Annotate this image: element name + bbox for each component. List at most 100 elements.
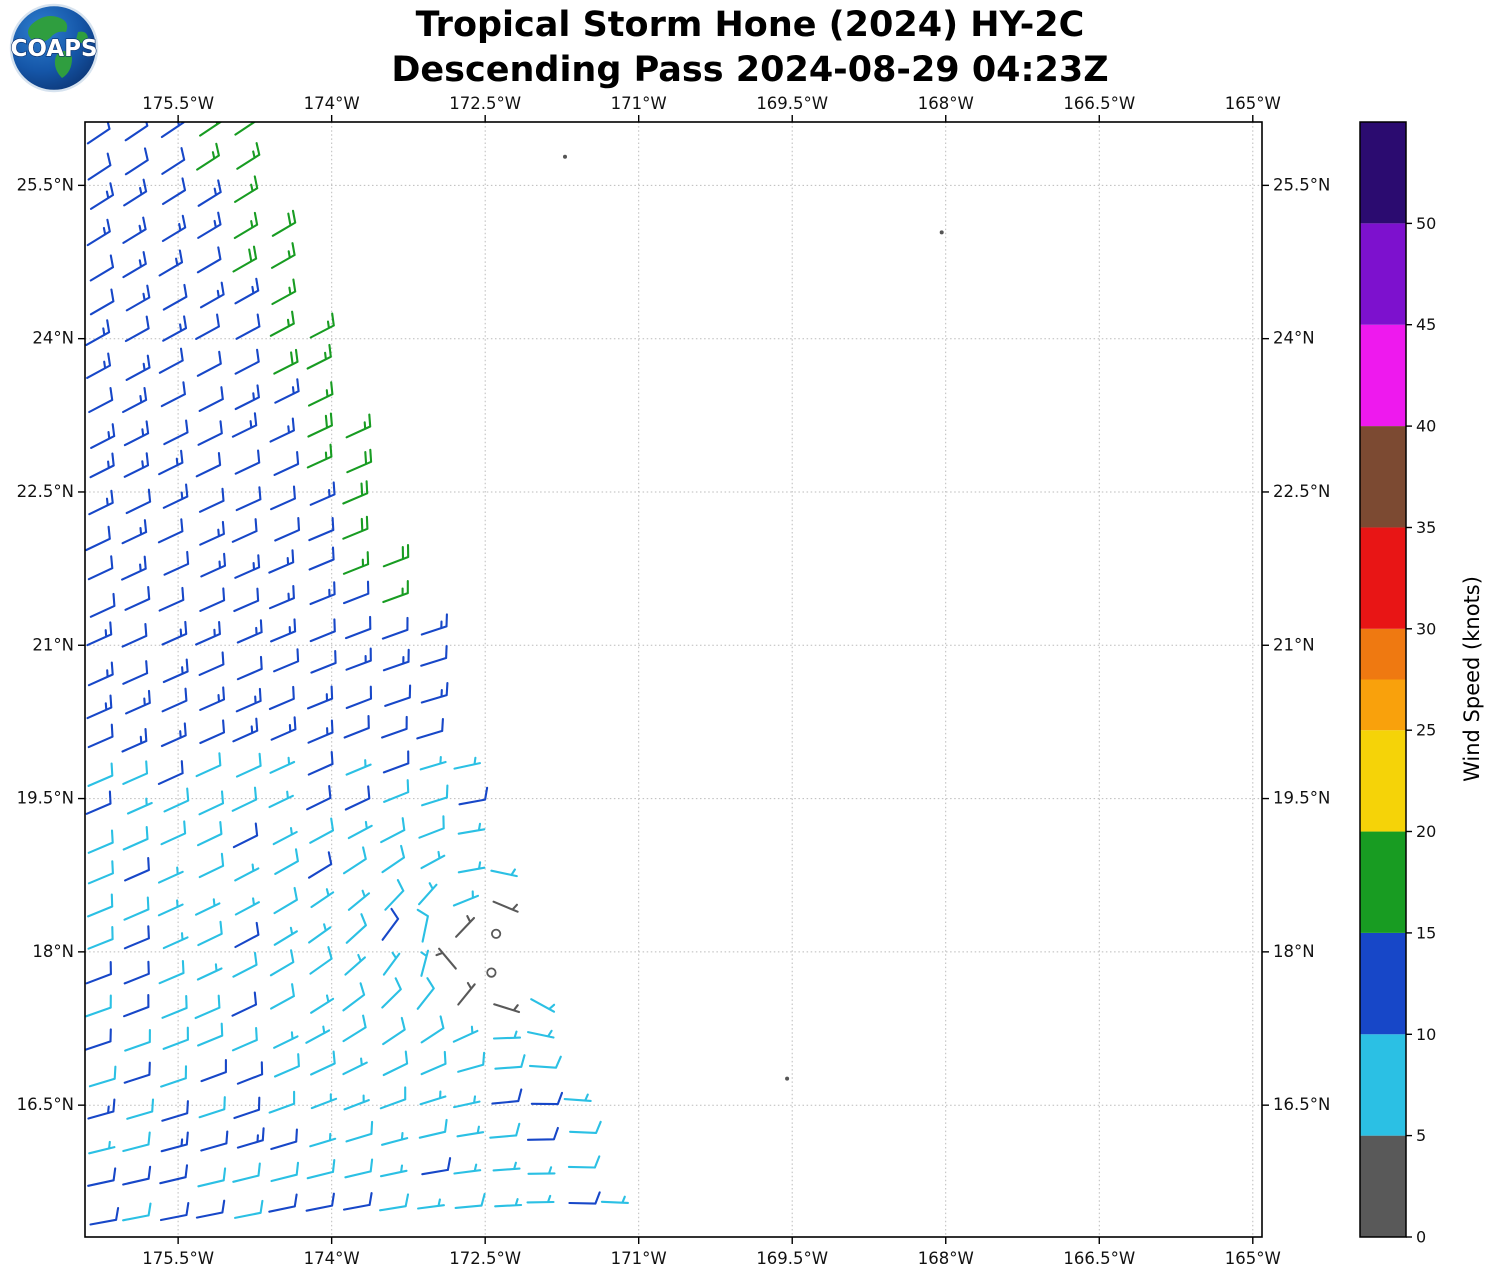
wind-barb	[273, 348, 299, 375]
wind-barb	[234, 863, 260, 882]
y-tick-label-right: 25.5°N	[1273, 175, 1330, 194]
wind-barb	[162, 315, 188, 342]
wind-barb	[122, 660, 149, 685]
wind-barb	[381, 907, 400, 941]
wind-barb	[420, 613, 448, 636]
wind-barb	[458, 786, 489, 806]
wind-barb	[162, 658, 189, 684]
wind-barb	[234, 277, 260, 305]
wind-barb	[86, 218, 111, 247]
wind-barb	[198, 852, 225, 879]
wind-barb	[195, 621, 221, 646]
wind-barb	[457, 822, 486, 835]
wind-barb	[161, 687, 188, 713]
wind-barb	[126, 1098, 155, 1120]
wind-barb	[125, 354, 151, 381]
wind-barb	[122, 1202, 152, 1222]
wind-barb	[86, 122, 111, 145]
wind-barb	[88, 386, 114, 414]
wind-barb	[269, 756, 296, 774]
wind-barb	[85, 319, 111, 346]
wind-barb	[270, 983, 295, 1010]
wind-barb	[416, 977, 435, 1010]
y-tick-label-right: 22.5°N	[1273, 482, 1330, 501]
colorbar-segment	[1360, 426, 1406, 528]
wind-barb	[87, 926, 114, 950]
colorbar-segment	[1360, 831, 1406, 933]
wind-barb	[308, 516, 335, 542]
wind-barb	[309, 312, 335, 339]
wind-barb	[87, 661, 114, 687]
wind-barb	[195, 313, 220, 340]
y-tick-label-left: 21°N	[32, 635, 74, 654]
wind-barb	[85, 961, 112, 985]
wind-barb	[305, 1192, 335, 1212]
colorbar-tick-label: 25	[1416, 721, 1436, 740]
colorbar: 0 5 10 15 20 25 30 35 40 45 50	[1359, 121, 1436, 1247]
wind-barb	[232, 822, 259, 849]
wind-barb	[309, 581, 336, 606]
wind-barb	[196, 350, 222, 377]
wind-barb	[123, 452, 150, 478]
calm-wind-circle	[486, 967, 497, 978]
wind-barb	[122, 760, 149, 785]
wind-barb	[273, 1031, 299, 1049]
wind-barb	[158, 586, 185, 612]
wind-barb	[310, 1093, 338, 1110]
wind-barb	[89, 1206, 120, 1226]
wind-barb	[199, 719, 226, 745]
wind-barb	[420, 682, 449, 704]
wind-barb	[380, 817, 406, 844]
wind-barb	[421, 784, 449, 807]
colorbar-segment	[1360, 628, 1406, 680]
wind-barb	[198, 651, 225, 676]
wind-barb	[158, 347, 184, 374]
wind-barb	[234, 897, 260, 916]
wind-barb	[87, 1098, 116, 1120]
wind-barb	[236, 1127, 265, 1149]
wind-barb	[87, 860, 114, 885]
wind-barb	[273, 1053, 300, 1078]
wind-barb	[268, 1090, 296, 1114]
wind-barb	[306, 443, 333, 469]
x-tick-label-top: 174°W	[304, 94, 360, 113]
wind-barb	[492, 1030, 522, 1040]
wind-barb	[421, 1157, 452, 1176]
x-tick-label-top: 166.5°W	[1063, 94, 1135, 113]
wind-barb	[161, 1100, 189, 1122]
colorbar-tick-label: 10	[1416, 1025, 1436, 1044]
wind-barb	[345, 413, 372, 439]
wind-barb	[420, 949, 430, 977]
x-tick-label-bottom: 165°W	[1225, 1249, 1281, 1264]
wind-barb	[568, 1191, 601, 1205]
colorbar-tick-label: 20	[1416, 822, 1436, 841]
wind-barb	[89, 182, 115, 210]
wind-barb	[89, 452, 115, 479]
wind-barb	[196, 820, 223, 847]
wind-barb	[420, 850, 446, 870]
wind-barb	[124, 147, 149, 176]
wind-barb	[270, 618, 297, 643]
x-tick-label-bottom: 168°W	[918, 1249, 974, 1264]
plot-border	[84, 121, 1263, 1238]
wind-barb	[160, 820, 187, 846]
grid-layer	[85, 122, 1262, 1237]
wind-barb	[195, 752, 222, 778]
wind-barb	[454, 1192, 486, 1209]
coaps-logo: COAPS	[9, 3, 99, 93]
wind-barb	[194, 898, 221, 916]
wind-barb	[87, 723, 114, 749]
wind-barb	[310, 1050, 336, 1076]
wind-barb	[197, 179, 222, 207]
wind-barb	[342, 480, 369, 505]
figure-title-line1: Tropical Storm Hone (2024) HY-2C	[415, 5, 1085, 45]
wind-barb	[342, 551, 370, 575]
wind-barb	[162, 932, 189, 950]
wind-barb	[196, 142, 220, 171]
colorbar-axis-label: Wind Speed (knots)	[1460, 576, 1484, 782]
wind-barb	[85, 525, 111, 552]
x-tick-label-bottom: 172.5°W	[449, 1249, 521, 1264]
colorbar-tick-label: 45	[1416, 315, 1436, 334]
logo-text: COAPS	[10, 36, 97, 62]
wind-barb	[162, 483, 189, 509]
